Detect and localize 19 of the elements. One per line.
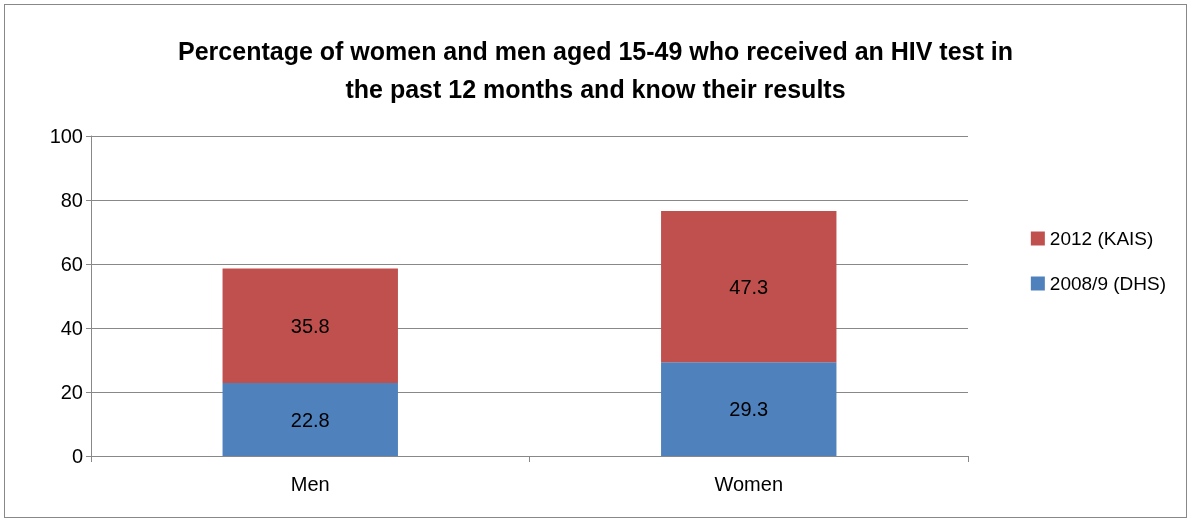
y-tick-label: 80 xyxy=(60,189,83,211)
legend-label: 2012 (KAIS) xyxy=(1049,228,1154,249)
bar xyxy=(661,210,837,363)
data-label: 35.8 xyxy=(290,314,330,337)
x-tick-label: Women xyxy=(714,473,784,495)
bar xyxy=(661,362,837,456)
y-tick-label: 20 xyxy=(60,381,83,403)
data-label: 47.3 xyxy=(729,275,769,298)
y-tick-label: 60 xyxy=(60,253,83,275)
bar xyxy=(222,268,398,384)
x-tick-label: Men xyxy=(290,473,330,495)
chart-title: Percentage of women and men aged 15-49 who received an HIV test in the past 12 months and know their results xyxy=(178,37,1013,103)
y-tick-label: 40 xyxy=(60,317,83,339)
legend-label: 2008/9 (DHS) xyxy=(1049,273,1167,294)
bar xyxy=(222,383,398,456)
y-tick-label: 100 xyxy=(49,125,83,147)
data-label: 29.3 xyxy=(729,398,769,421)
data-label: 22.8 xyxy=(290,408,330,431)
y-tick-label: 0 xyxy=(71,445,83,467)
